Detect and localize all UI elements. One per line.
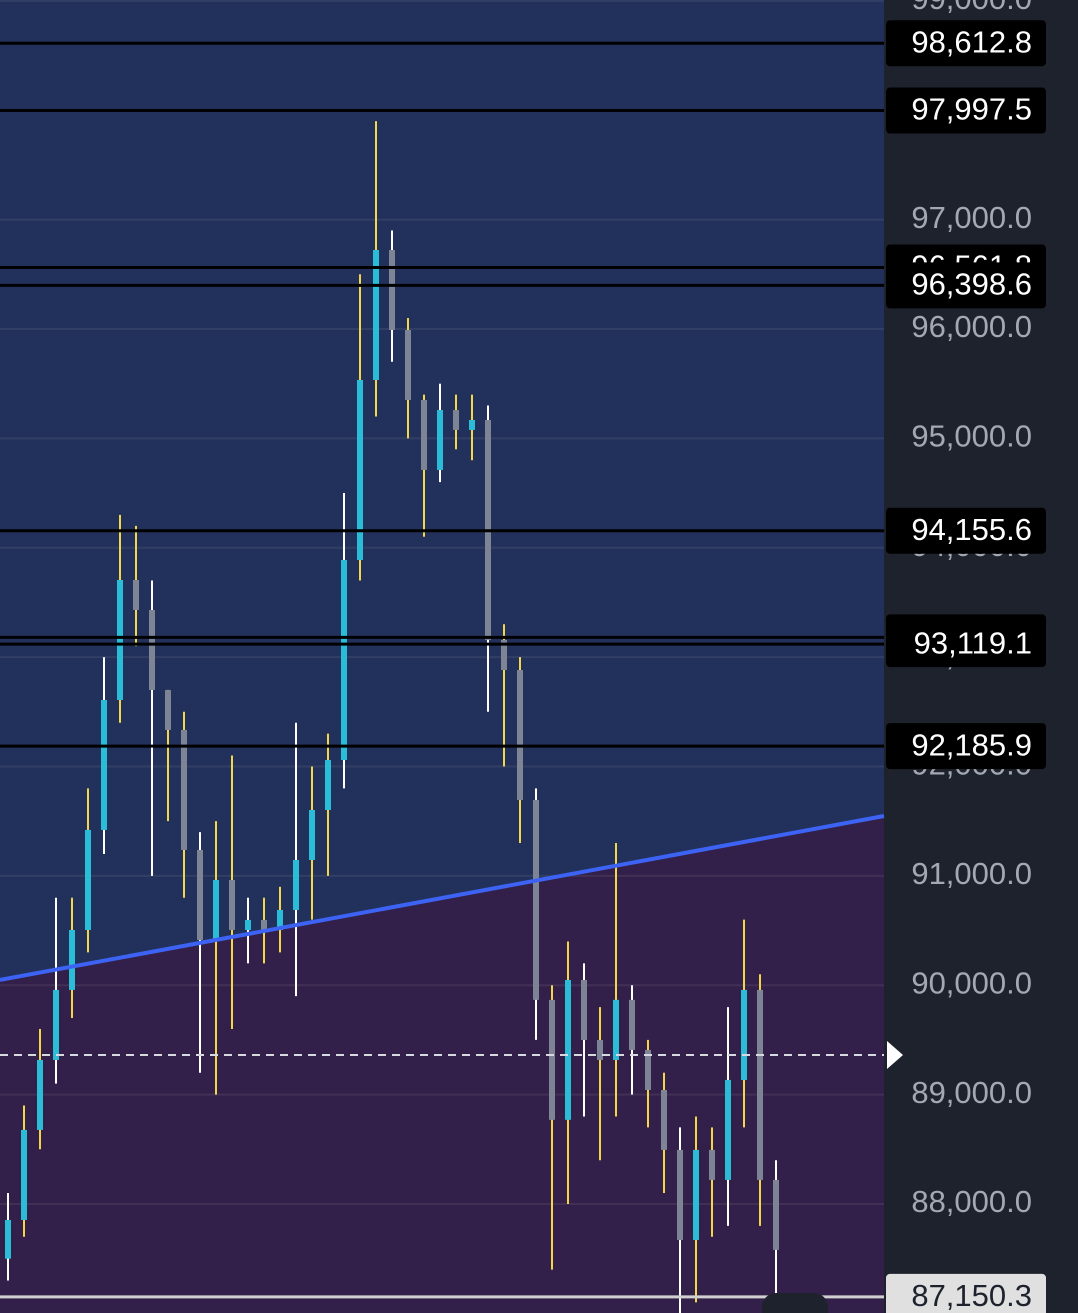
candle-body: [469, 419, 475, 430]
candle-body: [37, 1059, 43, 1130]
candle-body: [565, 979, 571, 1120]
candle-body: [133, 579, 139, 610]
candle-body: [309, 810, 315, 860]
y-tick-label: 90,000.0: [911, 965, 1032, 1000]
y-tick-label: 89,000.0: [911, 1075, 1032, 1110]
candle-body: [277, 909, 283, 930]
candle-body: [5, 1219, 11, 1259]
price-tag-label: 93,119.1: [914, 625, 1032, 660]
candle-body: [85, 829, 91, 930]
candle-body: [581, 979, 587, 1041]
price-tag-label: 98,612.8: [911, 24, 1032, 59]
candle-body: [645, 1049, 651, 1090]
candle-body: [437, 410, 443, 470]
candle-body: [709, 1149, 715, 1180]
candle-body: [165, 690, 171, 730]
candle-body: [501, 639, 507, 671]
candle-body: [453, 410, 459, 430]
candle-body: [613, 999, 619, 1060]
price-tag: [886, 20, 1046, 67]
candle-body: [341, 559, 347, 761]
candle-body: [597, 1040, 603, 1060]
y-tick-label: 96,000.0: [911, 309, 1032, 344]
candle-body: [293, 859, 299, 910]
current-price-label: 87,150.3: [911, 1278, 1032, 1313]
candle-body: [677, 1149, 683, 1240]
candle-body: [101, 699, 107, 830]
candle-body: [421, 399, 427, 470]
price-tag-label: 96,398.6: [911, 267, 1032, 302]
scroll-button: [762, 1293, 828, 1313]
candle-body: [741, 989, 747, 1080]
price-tag: [886, 262, 1046, 309]
y-tick-label: 91,000.0: [911, 856, 1032, 891]
candle-body: [197, 849, 203, 940]
candle-body: [149, 609, 155, 691]
trendline: [0, 814, 885, 982]
candle-body: [373, 250, 379, 380]
candle-body: [69, 929, 75, 990]
candle-body: [757, 989, 763, 1180]
price-tag: [886, 723, 1046, 770]
candle-body: [117, 579, 123, 700]
y-tick-label: 97,000.0: [911, 200, 1032, 235]
candle-body: [181, 729, 187, 850]
candle-body: [261, 919, 267, 930]
current-price-tag: [886, 1273, 1046, 1313]
candle-body: [229, 879, 235, 930]
candle-body: [53, 989, 59, 1060]
candle-body: [245, 919, 251, 930]
price-tag-label: 97,997.5: [911, 92, 1032, 127]
y-tick-label: 88,000.0: [911, 1184, 1032, 1219]
y-tick-label: 95,000.0: [911, 419, 1032, 454]
candle-body: [405, 329, 411, 400]
candle-body: [693, 1149, 699, 1240]
candle-body: [629, 999, 635, 1050]
price-tag-label: 94,155.6: [911, 512, 1032, 547]
price-tag: [886, 507, 1046, 554]
price-tag: [886, 621, 1046, 668]
candle-body: [213, 879, 219, 940]
candle-body: [533, 799, 539, 1000]
price-tag-label: 92,185.9: [911, 727, 1032, 762]
candle-body: [661, 1089, 667, 1150]
y-tick-label: 99,000.0: [911, 0, 1032, 16]
candle-body: [357, 379, 363, 560]
candle-body: [389, 250, 395, 330]
price-tag: [886, 87, 1046, 134]
candle-body: [549, 999, 555, 1120]
candle-body: [725, 1079, 731, 1180]
level-arrow: [887, 1040, 903, 1069]
candle-body: [517, 670, 523, 800]
candle-body: [21, 1129, 27, 1220]
candle-body: [773, 1179, 779, 1250]
candle-body: [325, 760, 331, 811]
